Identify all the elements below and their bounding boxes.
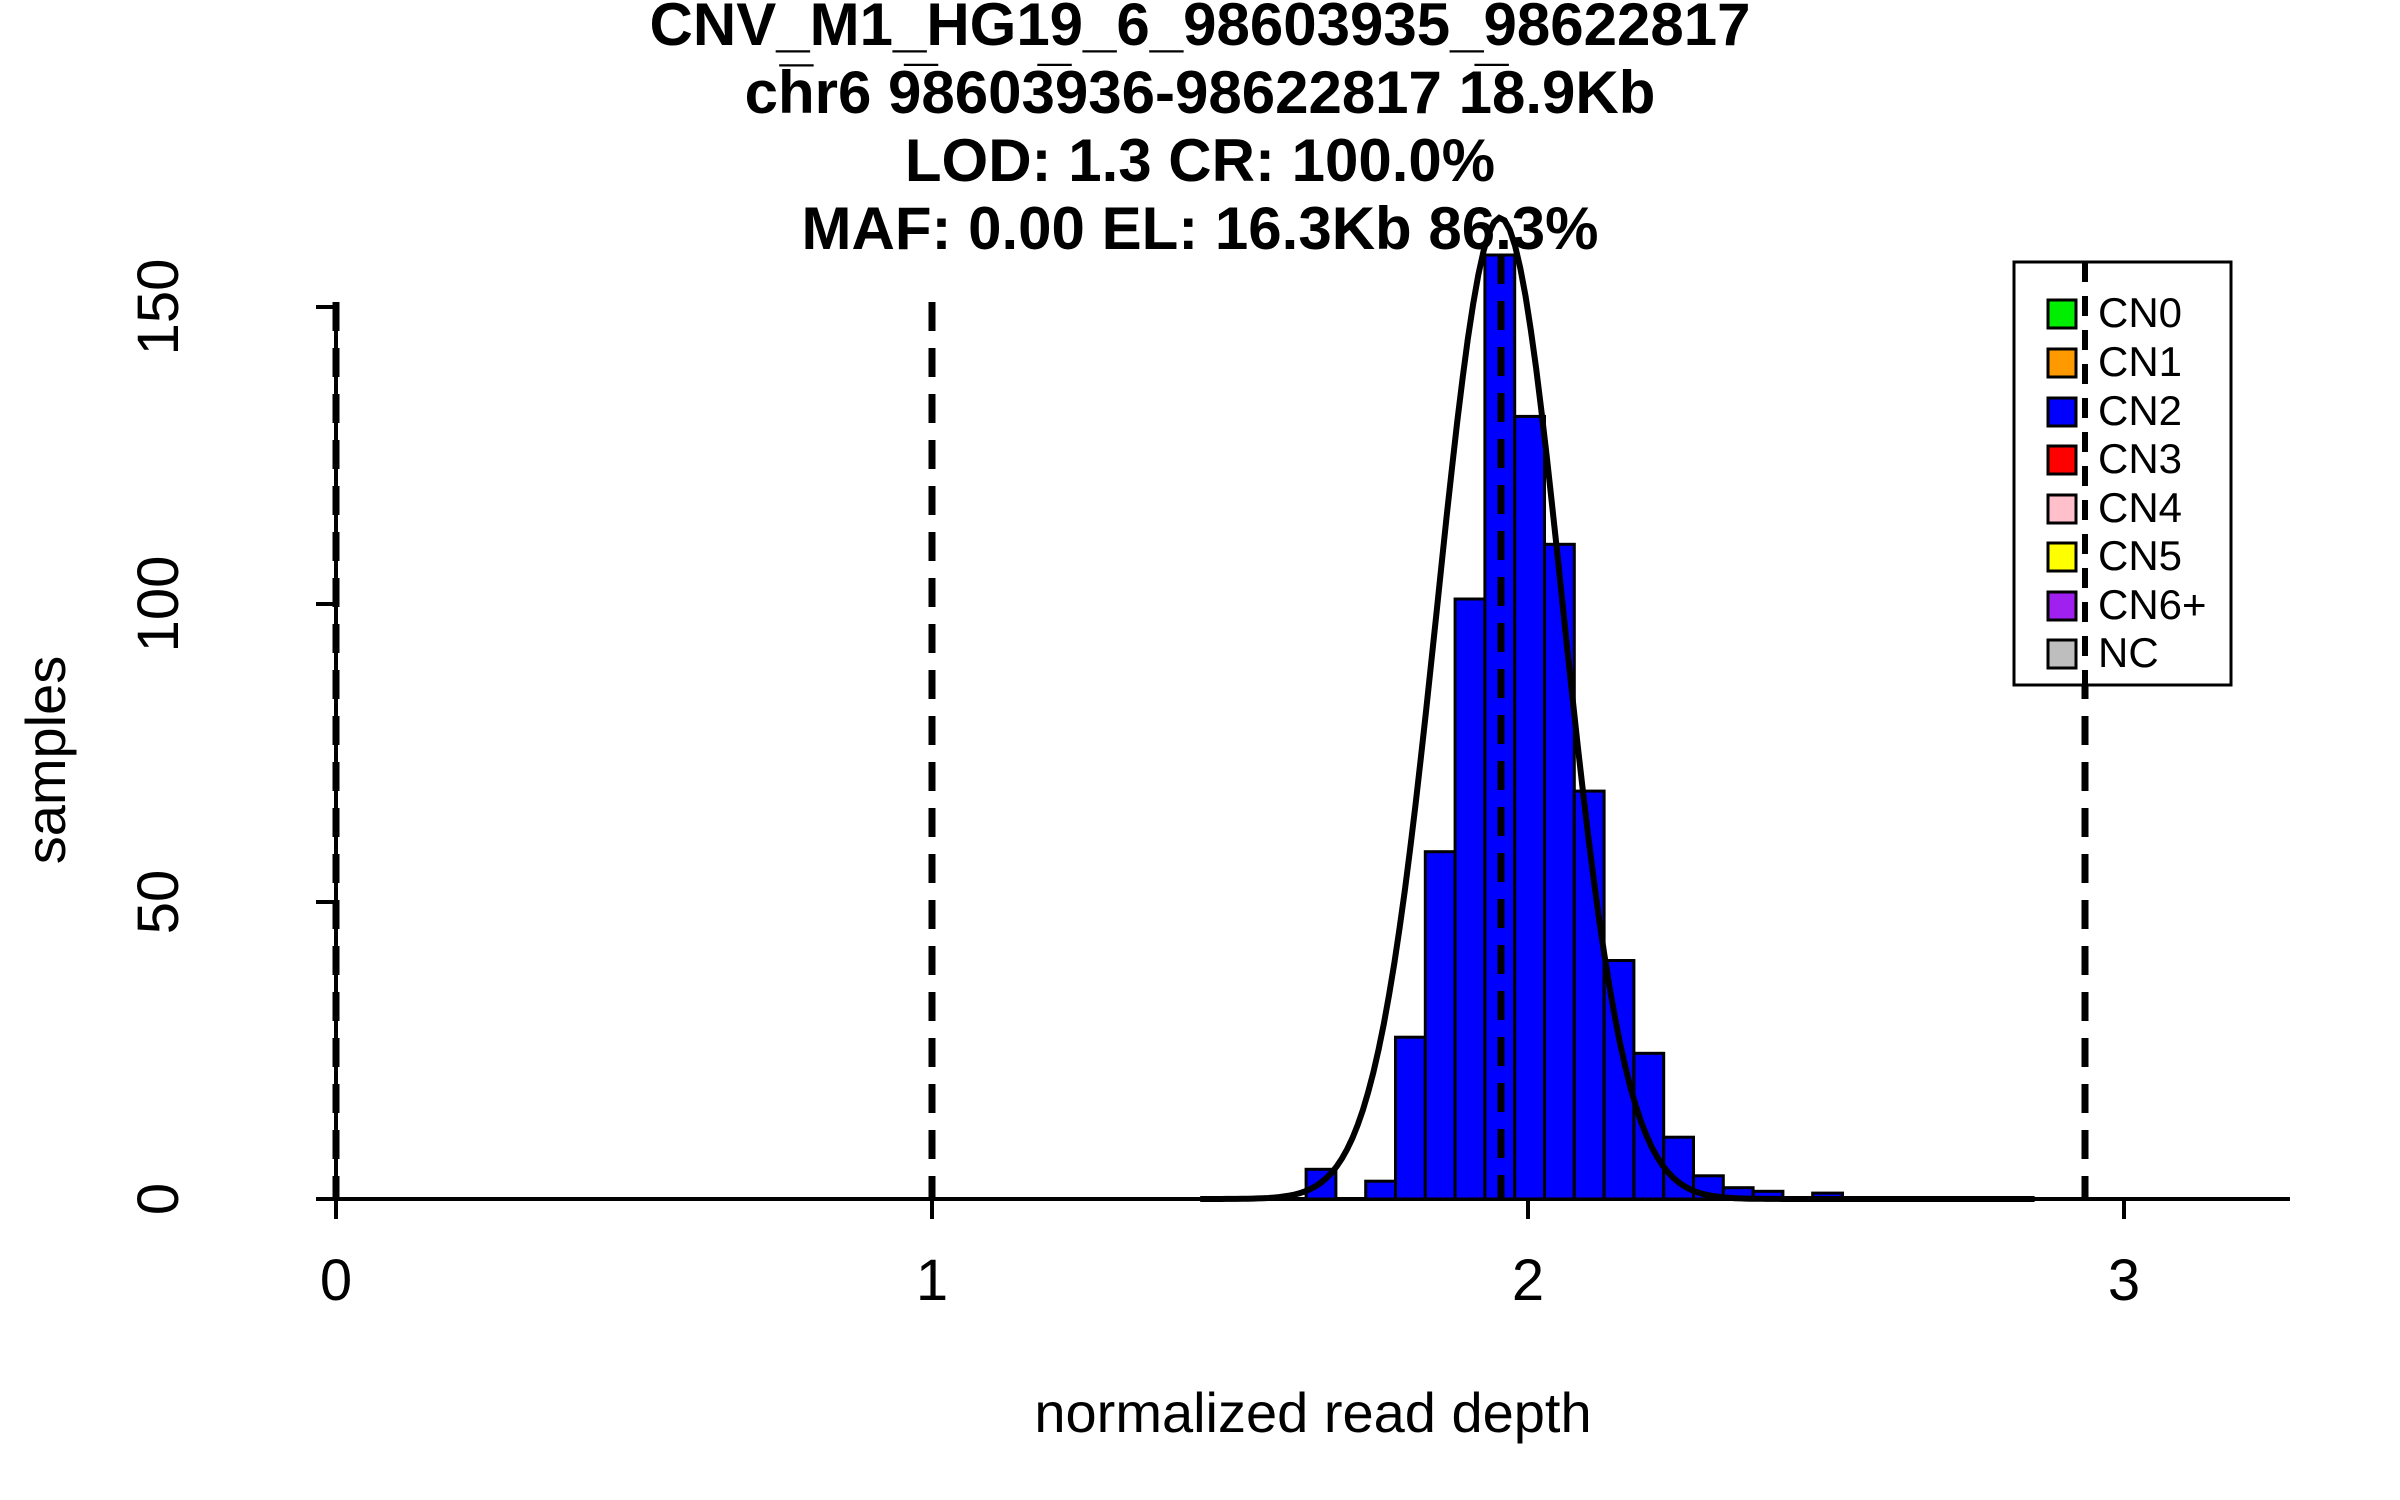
svg-text:samples: samples — [14, 656, 77, 865]
svg-text:0: 0 — [320, 1248, 352, 1313]
svg-text:1: 1 — [916, 1248, 948, 1313]
svg-text:CN5: CN5 — [2098, 532, 2182, 579]
svg-text:CN1: CN1 — [2098, 338, 2182, 385]
svg-text:CN4: CN4 — [2098, 484, 2182, 531]
svg-text:3: 3 — [2108, 1248, 2140, 1313]
svg-text:50: 50 — [126, 870, 191, 935]
svg-text:100: 100 — [126, 556, 191, 653]
svg-text:normalized read depth: normalized read depth — [1034, 1381, 1591, 1444]
svg-text:CN6+: CN6+ — [2098, 581, 2207, 628]
svg-text:2: 2 — [1512, 1248, 1544, 1313]
svg-text:CN2: CN2 — [2098, 387, 2182, 434]
svg-text:150: 150 — [126, 259, 191, 356]
svg-text:CN0: CN0 — [2098, 289, 2182, 336]
svg-text:0: 0 — [126, 1183, 191, 1215]
svg-text:CN3: CN3 — [2098, 435, 2182, 482]
svg-text:NC: NC — [2098, 629, 2159, 676]
